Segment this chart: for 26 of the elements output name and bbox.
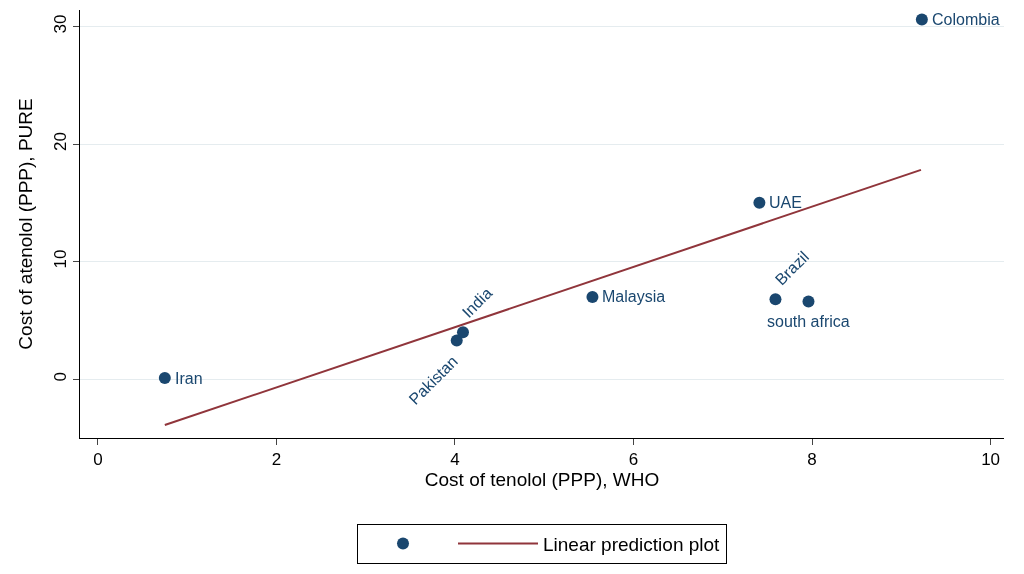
- annotation: Malaysia: [602, 288, 666, 305]
- point: [802, 295, 815, 308]
- point: [586, 290, 599, 303]
- y-tick-label: 10: [51, 249, 71, 269]
- y-tick-label: 20: [51, 132, 71, 151]
- x-tick-label: 0: [93, 450, 103, 470]
- point: [753, 196, 766, 209]
- y-tick-label: 0: [51, 371, 71, 382]
- x-axis-title: Cost of tenolol (PPP), WHO: [424, 469, 660, 491]
- annotation: Iran: [175, 370, 203, 387]
- point: [769, 293, 782, 306]
- x-tick-label: 6: [628, 450, 639, 470]
- y-axis-title: Cost of atenolol (PPP), PURE: [15, 98, 36, 350]
- legend-label: Linear prediction plot: [543, 533, 721, 555]
- point: [450, 334, 463, 347]
- annotation: south africa: [767, 313, 850, 330]
- annotation: Colombia: [932, 11, 1000, 28]
- point: [158, 372, 171, 385]
- point: [915, 13, 928, 26]
- x-tick-label: 8: [807, 450, 817, 470]
- x-tick-label: 2: [271, 450, 282, 470]
- x-tick-label: 10: [981, 450, 1001, 470]
- y-tick-label: 30: [51, 14, 71, 34]
- x-tick-label: 4: [450, 450, 460, 470]
- point: [457, 326, 469, 339]
- annotation: UAE: [769, 194, 802, 211]
